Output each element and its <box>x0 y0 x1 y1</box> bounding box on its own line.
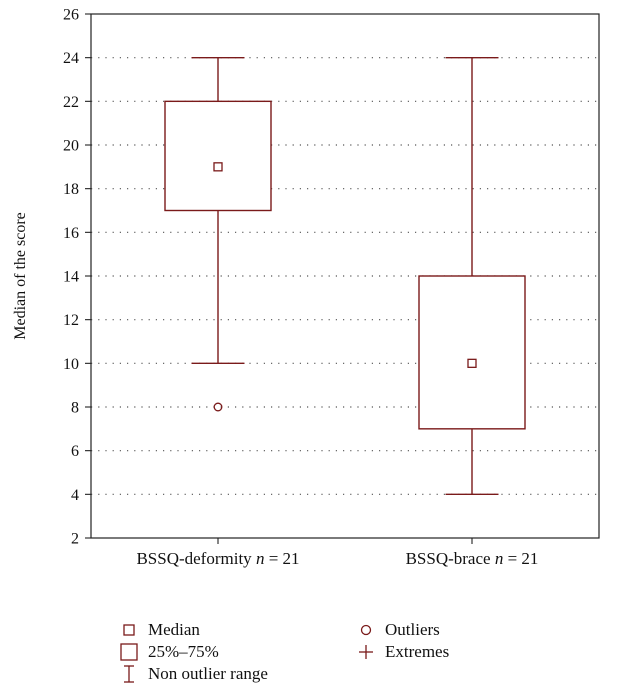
y-tick-label: 14 <box>63 269 79 286</box>
box-rect-icon <box>120 643 138 661</box>
x-tick-label: BSSQ-brace n = 21 <box>406 549 539 568</box>
median-marker <box>213 162 223 172</box>
y-tick-label: 4 <box>71 487 79 504</box>
legend-outliers-label: Outliers <box>385 620 440 639</box>
y-tick-label: 16 <box>63 225 79 242</box>
box-series <box>164 56 526 496</box>
outlier-point <box>213 402 223 412</box>
x-axis: BSSQ-deformity n = 21 BSSQ-brace n = 21 <box>136 538 538 568</box>
y-tick-label: 24 <box>63 50 79 67</box>
box-group-2 <box>418 56 526 496</box>
legend-item-range: Non outlier range <box>116 664 268 684</box>
extreme-plus-icon <box>359 645 373 659</box>
legend-item-outliers: Outliers <box>353 620 440 640</box>
y-tick-label: 8 <box>71 400 79 417</box>
legend-extremes-label: Extremes <box>385 642 450 661</box>
box-group-1 <box>164 56 272 412</box>
y-tick-label: 26 <box>63 7 79 24</box>
legend-item-median: Median <box>116 620 200 640</box>
y-tick-label: 2 <box>71 531 79 548</box>
y-tick-label: 18 <box>63 181 79 198</box>
legend-median-label: Median <box>148 620 200 639</box>
outlier-circle-icon <box>360 624 372 636</box>
legend-item-extremes: Extremes <box>353 642 449 662</box>
legend-box-label: 25%–75% <box>148 642 219 661</box>
whisker-icon <box>124 665 134 683</box>
median-square-icon <box>123 624 135 636</box>
y-axis-label: Median of the score <box>12 212 29 340</box>
y-tick-label: 10 <box>63 356 79 373</box>
x-tick-label: BSSQ-deformity n = 21 <box>136 549 299 568</box>
median-marker <box>467 358 477 368</box>
y-tick-label: 12 <box>63 312 79 329</box>
iqr-box <box>418 275 526 430</box>
y-tick-label: 20 <box>63 138 79 155</box>
y-tick-label: 22 <box>63 94 79 111</box>
iqr-box <box>164 100 272 212</box>
legend-range-label: Non outlier range <box>148 664 268 683</box>
legend-item-box: 25%–75% <box>116 642 219 662</box>
legend: Median 25%–75% Non outlier range Outlier… <box>0 620 621 683</box>
y-tick-label: 6 <box>71 443 79 460</box>
